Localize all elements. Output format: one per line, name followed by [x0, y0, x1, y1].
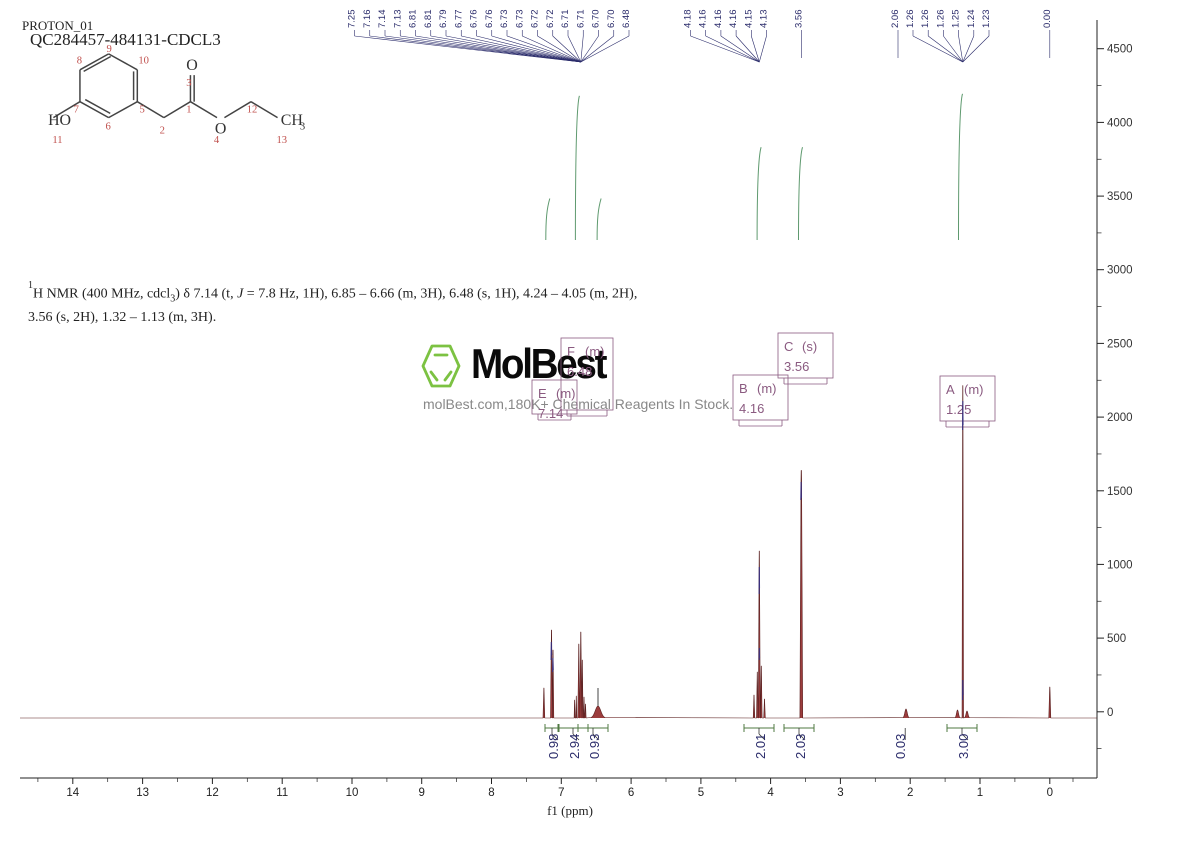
svg-text:F: F: [567, 344, 575, 359]
svg-text:6.73: 6.73: [499, 10, 510, 29]
svg-text:6.79: 6.79: [438, 10, 449, 29]
svg-text:1.26: 1.26: [935, 10, 946, 29]
svg-text:7: 7: [558, 787, 564, 799]
svg-text:(m): (m): [556, 386, 576, 401]
svg-text:1500: 1500: [1107, 486, 1133, 498]
svg-text:4.16: 4.16: [739, 401, 764, 416]
svg-text:6.71: 6.71: [560, 10, 571, 29]
svg-text:1000: 1000: [1107, 559, 1133, 571]
svg-text:4.15: 4.15: [743, 10, 754, 29]
svg-text:4: 4: [767, 787, 774, 799]
svg-text:(m): (m): [964, 382, 984, 397]
svg-text:7.13: 7.13: [392, 10, 403, 29]
svg-text:6.77: 6.77: [453, 10, 464, 29]
svg-text:(m): (m): [585, 344, 605, 359]
svg-text:8: 8: [488, 787, 494, 799]
svg-text:3.00: 3.00: [956, 734, 971, 759]
svg-text:6.73: 6.73: [514, 10, 525, 29]
svg-text:1.26: 1.26: [920, 10, 931, 29]
svg-text:1.25: 1.25: [946, 402, 971, 417]
svg-text:E: E: [538, 386, 547, 401]
svg-text:6.48: 6.48: [621, 10, 632, 29]
svg-text:7.14: 7.14: [377, 10, 388, 29]
svg-text:500: 500: [1107, 633, 1126, 645]
svg-text:12: 12: [206, 787, 219, 799]
svg-text:10: 10: [346, 787, 359, 799]
svg-text:6.81: 6.81: [423, 10, 434, 29]
svg-text:2.06: 2.06: [890, 10, 901, 29]
svg-text:11: 11: [276, 787, 288, 799]
svg-text:6.70: 6.70: [606, 10, 617, 29]
svg-text:0.03: 0.03: [893, 734, 908, 759]
svg-text:1.24: 1.24: [966, 10, 977, 29]
svg-text:3500: 3500: [1107, 191, 1133, 203]
svg-text:0: 0: [1107, 707, 1113, 719]
svg-text:6.72: 6.72: [530, 10, 541, 29]
svg-text:1.26: 1.26: [905, 10, 916, 29]
svg-text:C: C: [784, 339, 793, 354]
svg-text:3.56: 3.56: [784, 359, 809, 374]
svg-text:4.18: 4.18: [683, 10, 694, 29]
svg-text:6.72: 6.72: [545, 10, 556, 29]
svg-text:14: 14: [66, 787, 79, 799]
svg-text:6: 6: [628, 787, 634, 799]
svg-text:(s): (s): [802, 339, 817, 354]
svg-text:4500: 4500: [1107, 44, 1133, 56]
svg-text:5: 5: [698, 787, 704, 799]
svg-text:4.16: 4.16: [728, 10, 739, 29]
svg-text:3000: 3000: [1107, 265, 1133, 277]
svg-text:2.03: 2.03: [793, 734, 808, 759]
svg-text:6.76: 6.76: [484, 10, 495, 29]
svg-text:0.98: 0.98: [546, 734, 561, 759]
svg-text:0.00: 0.00: [1042, 10, 1053, 29]
svg-text:0.93: 0.93: [587, 734, 602, 759]
svg-text:6.48: 6.48: [567, 364, 592, 379]
svg-text:B: B: [739, 381, 748, 396]
svg-text:2: 2: [907, 787, 913, 799]
svg-text:3.56: 3.56: [793, 10, 804, 29]
svg-text:4.16: 4.16: [698, 10, 709, 29]
svg-text:2500: 2500: [1107, 338, 1133, 350]
svg-text:0: 0: [1047, 787, 1053, 799]
svg-text:1.25: 1.25: [951, 10, 962, 29]
svg-text:4.13: 4.13: [759, 10, 770, 29]
svg-text:2.01: 2.01: [753, 734, 768, 759]
svg-text:1: 1: [977, 787, 983, 799]
svg-text:7.25: 7.25: [347, 10, 358, 29]
svg-text:4.16: 4.16: [713, 10, 724, 29]
svg-text:7.16: 7.16: [362, 10, 373, 29]
svg-text:3: 3: [837, 787, 843, 799]
svg-text:9: 9: [418, 787, 424, 799]
svg-text:6.76: 6.76: [469, 10, 480, 29]
svg-text:A: A: [946, 382, 955, 397]
svg-text:2000: 2000: [1107, 412, 1133, 424]
svg-text:1.23: 1.23: [981, 10, 992, 29]
svg-text:6.71: 6.71: [575, 10, 586, 29]
svg-text:6.70: 6.70: [591, 10, 602, 29]
svg-text:13: 13: [136, 787, 149, 799]
svg-text:7.14: 7.14: [538, 406, 563, 421]
svg-text:f1 (ppm): f1 (ppm): [547, 803, 593, 818]
svg-text:6.81: 6.81: [408, 10, 419, 29]
svg-text:2.94: 2.94: [567, 734, 582, 759]
svg-text:(m): (m): [757, 381, 777, 396]
svg-text:4000: 4000: [1107, 117, 1133, 129]
